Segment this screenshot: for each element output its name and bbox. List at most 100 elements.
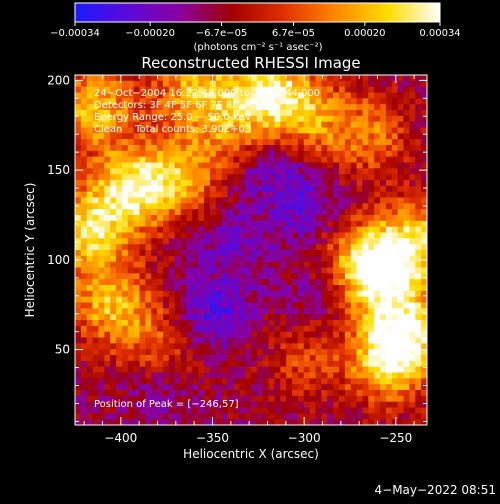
- heatmap-cell: [385, 279, 393, 286]
- heatmap-cell: [192, 419, 199, 425]
- heatmap-cell: [139, 104, 146, 111]
- heatmap-cell: [145, 226, 152, 233]
- heatmap-cell: [280, 174, 287, 181]
- heatmap-cell: [245, 320, 252, 327]
- heatmap-cell: [274, 325, 281, 333]
- heatmap-cell: [86, 384, 93, 391]
- heatmap-cell: [151, 290, 158, 298]
- heatmap-cell: [374, 168, 381, 175]
- heatmap-cell: [110, 308, 117, 315]
- heatmap-cell: [227, 372, 234, 379]
- heatmap-cell: [209, 156, 217, 163]
- heatmap-cell: [121, 290, 129, 298]
- heatmap-cell: [168, 366, 176, 373]
- heatmap-cell: [403, 133, 410, 140]
- heatmap-cell: [121, 302, 129, 309]
- heatmap-cell: [262, 133, 269, 140]
- heatmap-cell: [233, 384, 240, 391]
- heatmap-cell: [268, 384, 275, 391]
- heatmap-cell: [116, 250, 123, 257]
- heatmap-cell: [227, 296, 234, 303]
- heatmap-cell: [333, 343, 340, 350]
- heatmap-cell: [163, 162, 170, 169]
- heatmap-cell: [75, 267, 82, 274]
- heatmap-cell: [380, 92, 387, 99]
- heatmap-cell: [174, 302, 181, 309]
- heatmap-cell: [368, 320, 375, 327]
- heatmap-cell: [221, 197, 228, 204]
- heatmap-cell: [309, 203, 316, 210]
- heatmap-cell: [421, 401, 427, 408]
- heatmap-cell: [362, 267, 369, 274]
- heatmap-cell: [75, 150, 82, 158]
- heatmap-cell: [350, 92, 357, 99]
- heatmap-cell: [168, 395, 176, 403]
- heatmap-cell: [286, 232, 293, 239]
- heatmap-cell: [186, 325, 193, 333]
- heatmap-cell: [315, 279, 322, 286]
- heatmap-cell: [362, 104, 369, 111]
- heatmap-cell: [274, 390, 281, 397]
- heatmap-cell: [145, 209, 152, 216]
- heatmap-cell: [204, 290, 211, 298]
- heatmap-cell: [333, 98, 340, 105]
- heatmap-cell: [421, 86, 427, 93]
- heatmap-cell: [116, 232, 123, 239]
- heatmap-cell: [245, 104, 252, 111]
- heatmap-cell: [174, 325, 181, 333]
- heatmap-cell: [86, 220, 93, 228]
- heatmap-cell: [415, 296, 422, 303]
- heatmap-cell: [192, 343, 199, 350]
- heatmap-cell: [262, 226, 269, 233]
- heatmap-cell: [221, 215, 228, 222]
- heatmap-cell: [98, 180, 105, 187]
- heatmap-cell: [133, 296, 140, 303]
- heatmap-cell: [380, 139, 387, 146]
- heatmap-cell: [180, 273, 187, 280]
- heatmap-cell: [362, 355, 369, 362]
- heatmap-cell: [327, 267, 334, 274]
- heatmap-cell: [303, 209, 311, 216]
- heatmap-cell: [75, 343, 82, 350]
- heatmap-cell: [110, 355, 117, 362]
- heatmap-cell: [362, 302, 369, 309]
- heatmap-cell: [209, 308, 217, 315]
- heatmap-cell: [192, 413, 199, 420]
- heatmap-cell: [204, 255, 211, 263]
- heatmap-cell: [321, 290, 328, 298]
- heatmap-cell: [333, 267, 340, 274]
- heatmap-cell: [163, 349, 170, 356]
- heatmap-cell: [356, 180, 363, 187]
- heatmap-cell: [198, 395, 205, 403]
- heatmap-cell: [385, 390, 393, 397]
- heatmap-cell: [297, 191, 305, 198]
- heatmap-cell: [168, 296, 176, 303]
- heatmap-cell: [116, 355, 123, 362]
- heatmap-cell: [403, 80, 410, 88]
- heatmap-cell: [297, 273, 305, 280]
- heatmap-cell: [315, 372, 322, 379]
- heatmap-cell: [292, 401, 299, 408]
- heatmap-cell: [374, 209, 381, 216]
- heatmap-cell: [104, 156, 111, 163]
- heatmap-cell: [174, 250, 181, 257]
- heatmap-cell: [98, 115, 105, 123]
- heatmap-cell: [104, 401, 111, 408]
- heatmap-cell: [415, 180, 422, 187]
- heatmap-cell: [297, 349, 305, 356]
- heatmap-cell: [309, 104, 316, 111]
- heatmap-cell: [180, 372, 187, 379]
- heatmap-cell: [209, 349, 217, 356]
- heatmap-cell: [321, 191, 328, 198]
- heatmap-cell: [280, 197, 287, 204]
- heatmap-cell: [403, 419, 410, 425]
- heatmap-cell: [256, 115, 264, 123]
- heatmap-cell: [198, 232, 205, 239]
- heatmap-cell: [256, 226, 264, 233]
- heatmap-cell: [116, 191, 123, 198]
- heatmap-cell: [286, 98, 293, 105]
- heatmap-cell: [75, 331, 82, 338]
- heatmap-cell: [80, 226, 88, 233]
- heatmap-cell: [303, 395, 311, 403]
- heatmap-cell: [315, 413, 322, 420]
